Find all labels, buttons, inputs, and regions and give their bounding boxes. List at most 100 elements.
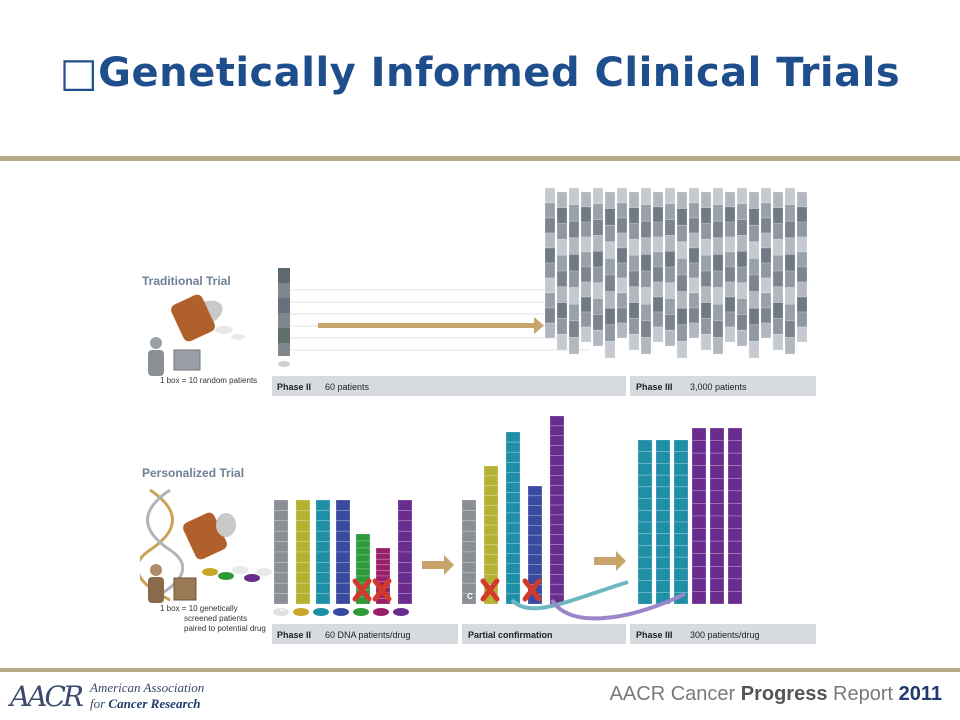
phase3-cell: [709, 490, 725, 504]
wall-cell: [568, 337, 580, 355]
phase3-cell: [655, 556, 671, 570]
phase3-cell: [673, 463, 689, 476]
phase2-cell: [335, 530, 351, 542]
phase2-cell: [397, 530, 413, 542]
partial-cell: [505, 472, 521, 483]
phase2-cell: [335, 541, 351, 553]
phase2-cell: [397, 593, 413, 605]
phase3-cell: [709, 578, 725, 592]
phase2-cell: [315, 562, 331, 574]
phase2-cell: [397, 572, 413, 584]
phase2-cell: [335, 572, 351, 584]
phase3-cell: [727, 465, 743, 479]
phase3-cell: [727, 565, 743, 580]
partial-cell: [549, 544, 565, 555]
partial-cell: [549, 583, 565, 595]
phase3-cell: [673, 521, 689, 535]
partial-cell: [527, 485, 543, 497]
partial-cell: [549, 574, 565, 585]
wall-cell: [796, 326, 808, 343]
partial-cell: [549, 504, 565, 516]
phase3-cell: [637, 591, 653, 605]
phase3-cell: [673, 486, 689, 499]
traditional-trial-label: Traditional Trial: [142, 274, 231, 288]
phase3-cell: [673, 451, 689, 464]
phase3-traditional-wall: [544, 187, 808, 359]
phase2-cell: [295, 499, 311, 511]
x-mark-icon: [522, 578, 542, 602]
partial-cell: [505, 451, 521, 463]
phase3-cell: [673, 509, 689, 523]
phase3-cell: [637, 521, 653, 535]
phase3-cell: [727, 440, 743, 454]
personalized-phase2-label: Phase II: [277, 630, 312, 640]
x-mark-icon: [352, 578, 372, 602]
phase3-cell: [691, 477, 707, 492]
partial-cell: [527, 495, 543, 506]
phase3-cell: [655, 509, 671, 523]
traditional-legend: 1 box = 10 random patients: [160, 376, 258, 385]
phase2-cell: [355, 533, 371, 542]
phase3-cell: [691, 553, 707, 567]
partial-cell: [483, 524, 499, 536]
partial-cell: [549, 534, 565, 545]
phase2-cell: [335, 582, 351, 594]
phase2-cell: [315, 510, 331, 522]
phase2-cell: [273, 562, 289, 574]
phase3-cell: [727, 427, 743, 441]
top-divider: [0, 156, 960, 161]
partial-cell: [461, 499, 477, 511]
phase3-cell: [727, 553, 743, 567]
phase3-cell: [691, 427, 707, 441]
traditional-phase2-strip: [272, 376, 626, 396]
phase2-cell: [315, 582, 331, 594]
phase2-cell: [273, 593, 289, 605]
wall-cell: [628, 333, 640, 351]
progression-arrow-icon-3: [594, 551, 626, 571]
phase3-cell: [673, 545, 689, 558]
phase2-cell: [335, 520, 351, 532]
partial-cell: [549, 524, 565, 536]
partial-cell: [483, 485, 499, 496]
phase3-cell: [691, 515, 707, 529]
phase3-cell: [691, 565, 707, 580]
phase2-cell: [315, 572, 331, 584]
phase3-cell: [673, 498, 689, 511]
phase2-cell: [355, 547, 371, 556]
x-mark-icon: [480, 578, 500, 602]
phase2-cell: [375, 553, 391, 560]
wall-cell: [772, 223, 784, 240]
control-mark-2: C: [467, 592, 473, 601]
partial-cell: [483, 495, 499, 506]
phase3-cell: [673, 580, 689, 593]
personalized-phase2-strip: [272, 624, 458, 644]
phase3-cell: [655, 439, 671, 453]
phase2-cell: [273, 541, 289, 553]
phase2-cell: [335, 551, 351, 563]
phase3-cell: [673, 568, 689, 581]
phase2-cell: [315, 520, 331, 532]
phase3-cell: [637, 474, 653, 488]
phase3-cell: [709, 553, 725, 567]
drug-pill: [353, 608, 369, 616]
phase3-cell: [655, 463, 671, 476]
drug-pill: [373, 608, 389, 616]
wall-cell: [580, 326, 592, 343]
trial-diagram: Traditional Trial: [140, 180, 820, 650]
partial-cell: [483, 534, 499, 546]
wall-cell: [700, 223, 712, 240]
phase3-cell: [709, 503, 725, 517]
phase3-cell: [691, 591, 707, 605]
patient-icon: [148, 337, 164, 376]
phase3-cell: [727, 540, 743, 555]
partial-cell: [549, 475, 565, 486]
phase2-cell: [295, 562, 311, 574]
partial-cell: [483, 505, 499, 516]
phase2-cell: [355, 554, 371, 563]
phase2-cell: [397, 510, 413, 522]
wall-cell: [772, 333, 784, 351]
phase2-cell: [335, 510, 351, 522]
wall-cell: [664, 219, 676, 236]
phase3-cell: [655, 545, 671, 558]
phase3-cell: [673, 474, 689, 488]
